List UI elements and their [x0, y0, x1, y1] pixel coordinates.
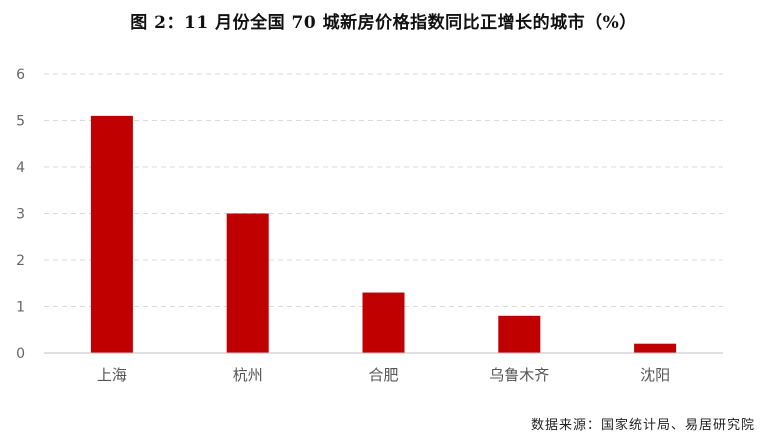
gridlines: [44, 73, 723, 307]
bar-2: [226, 213, 269, 353]
x-category-label: 沈阳: [640, 366, 670, 384]
bar-4: [498, 315, 541, 353]
bar-1: [90, 115, 133, 353]
y-tick-label: 3: [16, 207, 25, 223]
y-tick-label: 6: [16, 67, 25, 83]
category-labels: 上海 杭州 合肥 乌鲁木齐 沈阳: [97, 366, 670, 384]
y-tick-label: 5: [16, 114, 25, 130]
data-source-note: 数据来源：国家统计局、易居研究院: [530, 418, 755, 433]
y-tick-label: 4: [16, 160, 25, 176]
y-axis-ticks: 0 1 2 3 4 5 6: [16, 67, 25, 362]
x-category-label: 乌鲁木齐: [489, 366, 549, 384]
x-category-label: 上海: [97, 366, 127, 384]
x-category-label: 杭州: [233, 366, 263, 384]
bar-5: [634, 343, 677, 353]
y-tick-label: 2: [16, 253, 25, 269]
bars: [90, 115, 677, 353]
y-tick-label: 0: [16, 346, 25, 362]
x-category-label: 合肥: [368, 366, 398, 384]
bar-3: [362, 292, 405, 353]
y-tick-label: 1: [16, 300, 25, 316]
chart-title: 图 2：11 月份全国 70 城新房价格指数同比正增长的城市（%）: [130, 13, 637, 33]
